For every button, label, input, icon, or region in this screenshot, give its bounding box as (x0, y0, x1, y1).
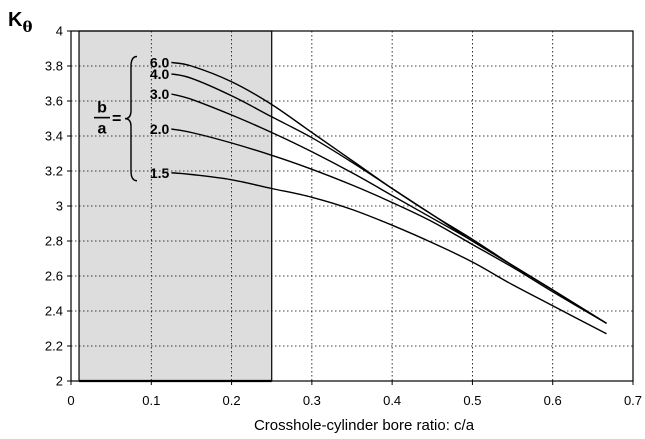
x-tick-label: 0.1 (142, 393, 160, 408)
y-tick-label: 2.8 (45, 234, 63, 249)
ratio-equals: = (112, 111, 121, 128)
y-tick-label: 2.4 (45, 304, 63, 319)
x-tick-label: 0.6 (544, 393, 562, 408)
y-tick-label: 3.4 (45, 129, 63, 144)
series-label-3-0: 3.0 (150, 86, 170, 102)
series-label-4-0: 4.0 (150, 66, 170, 82)
x-tick-label: 0.4 (383, 393, 401, 408)
y-tick-label: 3.8 (45, 59, 63, 74)
series-line-3-0 (171, 93, 607, 324)
x-tick-label: 0.3 (303, 393, 321, 408)
y-tick-label: 3 (56, 199, 63, 214)
series-line-2-0 (171, 128, 607, 324)
y-axis-title: Kθ (8, 9, 32, 36)
x-tick-label: 0.2 (223, 393, 241, 408)
y-tick-label: 2.6 (45, 269, 63, 284)
y-tick-label: 3.6 (45, 94, 63, 109)
y-tick-label: 3.2 (45, 164, 63, 179)
y-tick-label: 4 (56, 24, 63, 39)
y-tick-label: 2.2 (45, 339, 63, 354)
series-label-6-0: 6.0 (150, 55, 170, 71)
ratio-numerator: b (97, 100, 107, 117)
x-tick-label: 0 (67, 393, 74, 408)
x-axis-title: Crosshole-cylinder bore ratio: c/a (254, 417, 475, 434)
ratio-denominator: a (98, 121, 107, 138)
x-tick-label: 0.7 (624, 393, 642, 408)
series-label-1-5: 1.5 (150, 165, 170, 181)
y-tick-label: 2 (56, 374, 63, 389)
series-label-2-0: 2.0 (150, 121, 170, 137)
ratio-brace (124, 55, 138, 182)
series-line-1-5 (171, 172, 607, 335)
x-tick-label: 0.5 (463, 393, 481, 408)
